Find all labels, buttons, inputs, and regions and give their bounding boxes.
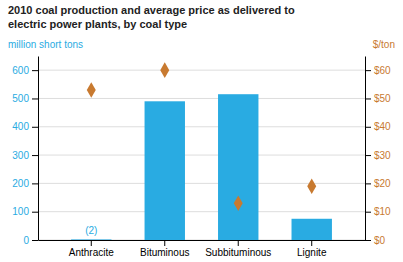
y2-tick-label: $10 <box>374 206 391 217</box>
y-tick-mark <box>32 70 38 71</box>
y2-tick: $50 <box>365 93 391 104</box>
x-axis: Anthracite Bituminous Subbituminous Lignite <box>39 240 366 258</box>
y-tick-label: 0 <box>23 235 29 246</box>
y2-axis-label: $/ton <box>373 39 395 50</box>
grid-line <box>38 155 365 156</box>
y2-tick-mark <box>365 70 371 71</box>
y-tick: 600 <box>12 65 38 76</box>
title-line: 2010 coal production and average price a… <box>8 4 295 16</box>
y2-axis: $0 $10 $20 $30 $40 $50 $60 <box>365 57 391 246</box>
x-tick-mark <box>91 240 92 246</box>
y2-tick-mark <box>365 127 371 128</box>
bar <box>145 101 185 240</box>
plot: Anthracite Bituminous Subbituminous Lignite… <box>12 57 391 259</box>
y-axis: 0 100 200 300 400 500 600 <box>12 57 38 246</box>
y2-tick-mark <box>365 98 371 99</box>
y2-tick-label: $0 <box>374 235 386 246</box>
y-tick: 200 <box>12 178 38 189</box>
annotation: (2) <box>85 225 97 236</box>
y-tick-mark <box>32 127 38 128</box>
x-tick-label: Anthracite <box>69 247 114 258</box>
bar <box>292 219 332 240</box>
y2-axis-line <box>365 57 366 241</box>
y2-tick-label: $40 <box>374 121 391 132</box>
x-tick-label: Subbituminous <box>205 247 271 258</box>
y2-tick-label: $60 <box>374 65 391 76</box>
marker <box>234 195 243 211</box>
grid <box>38 70 365 240</box>
grid-line <box>38 98 365 99</box>
y-tick-label: 100 <box>12 206 29 217</box>
y-tick-label: 400 <box>12 121 29 132</box>
y-tick-mark <box>32 183 38 184</box>
bar <box>218 94 258 240</box>
y2-tick: $40 <box>365 121 391 132</box>
x-tick-mark <box>238 240 239 246</box>
grid-line <box>38 70 365 71</box>
x-axis-line <box>39 240 366 241</box>
y-tick-label: 500 <box>12 93 29 104</box>
x-tick: Bituminous <box>140 240 189 258</box>
y-tick-mark <box>32 98 38 99</box>
chart: 2010 coal production and average price a… <box>0 0 403 262</box>
bar <box>71 239 111 240</box>
y2-tick-label: $30 <box>374 150 391 161</box>
x-tick: Lignite <box>297 240 327 258</box>
x-tick-mark <box>311 240 312 246</box>
marks <box>71 62 332 240</box>
bar-series <box>71 94 332 240</box>
y2-tick: $60 <box>365 65 391 76</box>
y-tick-mark <box>32 212 38 213</box>
y2-tick: $10 <box>365 206 391 217</box>
grid-line <box>38 183 365 184</box>
y-tick-label: 200 <box>12 178 29 189</box>
x-tick-label: Lignite <box>297 247 327 258</box>
title-line: electric power plants, by coal type <box>8 18 187 30</box>
y-tick-label: 600 <box>12 65 29 76</box>
y2-tick-mark <box>365 183 371 184</box>
grid-line <box>38 211 365 212</box>
y-tick: 100 <box>12 206 38 217</box>
y2-tick: $0 <box>365 235 386 246</box>
y-tick: 500 <box>12 93 38 104</box>
x-tick-label: Bituminous <box>140 247 189 258</box>
y-tick: 400 <box>12 121 38 132</box>
x-tick-mark <box>164 240 165 246</box>
y2-tick-mark <box>365 155 371 156</box>
y2-tick-label: $50 <box>374 93 391 104</box>
y2-tick-label: $20 <box>374 178 391 189</box>
y2-tick-mark <box>365 212 371 213</box>
y-tick-label: 300 <box>12 150 29 161</box>
y2-tick-mark <box>365 240 371 241</box>
y-tick: 300 <box>12 150 38 161</box>
grid-line <box>38 126 365 127</box>
y-axis-line <box>38 57 39 241</box>
y-tick-mark <box>32 240 38 241</box>
y-tick: 0 <box>23 235 38 246</box>
title: 2010 coal production and average price a… <box>8 4 295 30</box>
y2-tick: $20 <box>365 178 391 189</box>
y-tick-mark <box>32 155 38 156</box>
x-tick: Subbituminous <box>205 240 271 258</box>
marker <box>160 62 169 78</box>
x-tick: Anthracite <box>69 240 114 258</box>
y2-tick: $30 <box>365 150 391 161</box>
marker <box>307 178 316 194</box>
marker <box>87 82 96 98</box>
y-axis-label: million short tons <box>8 39 83 50</box>
point-series <box>87 62 316 211</box>
